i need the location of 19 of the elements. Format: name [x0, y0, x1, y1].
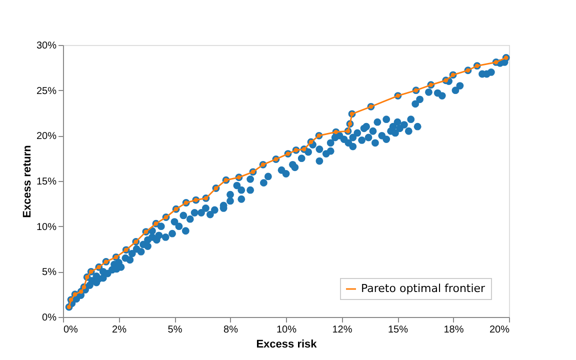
x-tick-label: 20% [489, 324, 510, 336]
y-tick-label: 20% [36, 131, 57, 142]
y-tick-label: 0% [42, 312, 57, 324]
x-tick-label: 8% [224, 324, 238, 336]
x-tick-label: 15% [388, 324, 408, 336]
legend-label: Pareto optimal frontier [361, 282, 486, 295]
x-tick-label: 12% [332, 324, 352, 336]
y-tick-label: 30% [36, 40, 57, 52]
x-tick-label: 18% [444, 324, 464, 336]
y-axis-title: Excess return [21, 144, 34, 218]
x-tick-label: 5% [168, 324, 182, 336]
x-axis-title: Excess risk [256, 338, 318, 350]
x-tick-label: 0% [64, 324, 78, 336]
y-tick-label: 10% [36, 222, 57, 233]
x-tick-label: 10% [276, 324, 297, 336]
y-tick-label: 15% [36, 176, 57, 188]
y-tick-label: 25% [36, 86, 57, 97]
y-tick-label: 5% [42, 267, 57, 278]
x-tick-label: 2% [112, 324, 127, 336]
